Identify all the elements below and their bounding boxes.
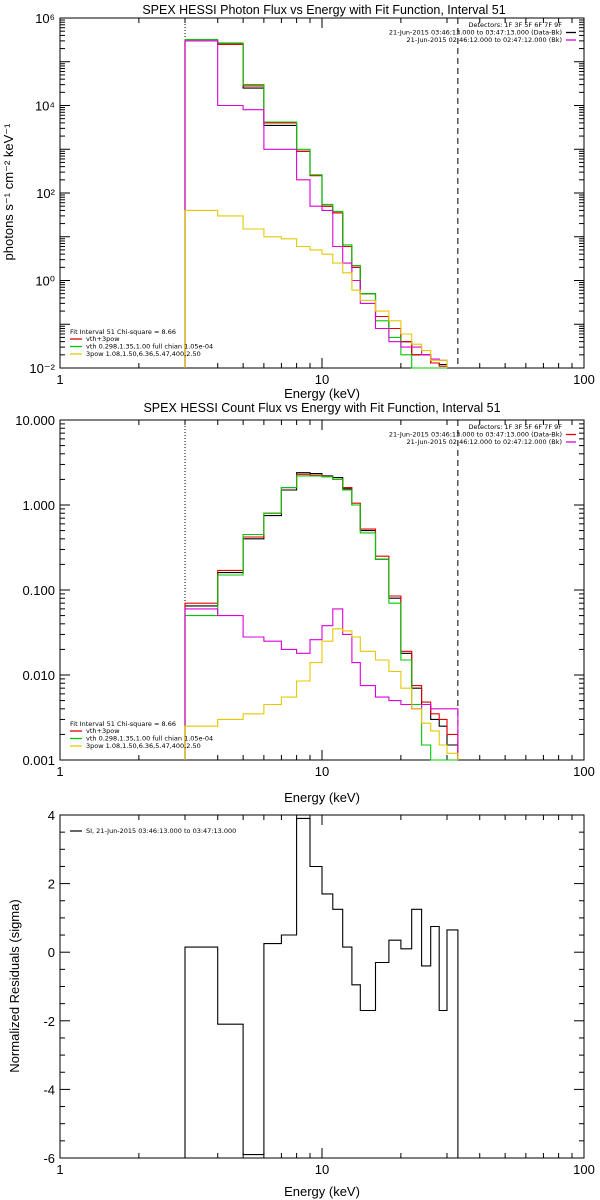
count-flux-y-tick-label: 1.000 [22, 498, 55, 513]
count-flux-series-4 [184, 628, 459, 760]
residuals-panel: Normalized Residuals (sigma) Energy (keV… [7, 808, 595, 1199]
photon-flux-title: SPEX HESSI Photon Flux vs Energy with Fi… [142, 3, 505, 17]
count-flux-legend-top-text: 21-Jun-2015 03:46:13.000 to 03:47:13.000… [389, 431, 562, 439]
count-flux-x-tick-label: 100 [573, 764, 595, 779]
photon-flux-y-tick-label: 10⁻² [29, 361, 55, 376]
count-flux-y-tick-label: 0.001 [22, 753, 55, 768]
count-flux-y-tick-label: 10.000 [15, 413, 55, 428]
residuals-y-label: Normalized Residuals (sigma) [7, 899, 22, 1072]
residuals-y-tick-label: 0 [48, 945, 55, 960]
photon-flux-y-label: photons s⁻¹ cm⁻² keV⁻¹ [1, 123, 16, 261]
photon-flux-legend-fit-text: 3pow 1.08,1.50,6.36,5.47,400,2.50 [86, 350, 201, 358]
count-flux-legend-fit-text: vth 0.298,1.35,1.00 full chian 1.05e-04 [86, 735, 213, 743]
photon-flux-legend-fit-text: vth 0.298,1.35,1.00 full chian 1.05e-04 [86, 343, 213, 351]
photon-flux-legend-top-text: Detectors: 1F 3F 5F 6F 7F 9F [468, 21, 562, 29]
photon-flux-x-tick-label: 100 [573, 372, 595, 387]
count-flux-legend-top-text: Detectors: 1F 3F 5F 6F 7F 9F [468, 423, 562, 431]
residuals-x-tick-label: 1 [56, 1162, 63, 1177]
count-flux-series-1 [184, 473, 459, 760]
photon-flux-legend-top-text: 21-Jun-2015 02:46:12.000 to 02:47:12.000… [407, 36, 562, 44]
count-flux-x-tick-label: 1 [56, 764, 63, 779]
photon-flux-series-4 [184, 209, 448, 368]
photon-flux-y-tick-label: 10⁶ [35, 11, 55, 26]
residuals-y-tick-label: 4 [48, 808, 55, 823]
residuals-y-tick-label: 2 [48, 877, 55, 892]
residuals-x-tick-label: 10 [315, 1162, 329, 1177]
count-flux-series-0 [184, 472, 459, 760]
photon-flux-x-tick-label: 1 [56, 372, 63, 387]
photon-flux-legend-fit-text: vth+3pow [86, 335, 120, 343]
count-flux-x-tick-label: 10 [315, 764, 329, 779]
count-flux-legend-top-text: 21-Jun-2015 02:46:12.000 to 02:47:12.000… [407, 438, 562, 446]
photon-flux-panel: SPEX HESSI Photon Flux vs Energy with Fi… [1, 3, 595, 401]
residuals-series-0 [184, 817, 459, 1158]
photon-flux-series-2 [184, 39, 447, 369]
residuals-x-tick-label: 100 [573, 1162, 595, 1177]
residuals-x-label: Energy (keV) [284, 1184, 360, 1199]
count-flux-title: SPEX HESSI Count Flux vs Energy with Fit… [143, 401, 500, 415]
count-flux-panel: SPEX HESSI Count Flux vs Energy with Fit… [15, 401, 595, 805]
photon-flux-series-1 [184, 40, 448, 368]
count-flux-x-label: Energy (keV) [284, 790, 360, 805]
photon-flux-series-3 [184, 40, 448, 368]
count-flux-legend-fit-header: Fit Interval 51 Chi-square = 8.66 [70, 720, 176, 728]
photon-flux-y-tick-label: 10⁴ [35, 99, 55, 114]
photon-flux-series-0 [184, 40, 448, 368]
photon-flux-y-tick-label: 10⁰ [35, 274, 55, 289]
photon-flux-y-tick-label: 10² [36, 186, 55, 201]
photon-flux-legend-fit-header: Fit Interval 51 Chi-square = 8.66 [70, 328, 176, 336]
residuals-legend-text: SI, 21-Jun-2015 03:46:13.000 to 03:47:13… [86, 827, 236, 835]
count-flux-y-tick-label: 0.010 [22, 668, 55, 683]
count-flux-series-2 [184, 475, 458, 761]
count-flux-y-tick-label: 0.100 [22, 583, 55, 598]
residuals-y-tick-label: -6 [43, 1151, 55, 1166]
residuals-y-tick-label: -2 [43, 1014, 55, 1029]
residuals-y-tick-label: -4 [43, 1082, 55, 1097]
photon-flux-x-tick-label: 10 [315, 372, 329, 387]
photon-flux-legend-top-text: 21-Jun-2015 03:46:13.000 to 03:47:13.000… [389, 29, 562, 37]
photon-flux-x-label: Energy (keV) [284, 386, 360, 401]
count-flux-plot-frame [59, 419, 585, 761]
count-flux-legend-fit-text: 3pow 1.08,1.50,6.36,5.47,400,2.50 [86, 742, 201, 750]
count-flux-legend-fit-text: vth+3pow [86, 727, 120, 735]
count-flux-series-3 [184, 608, 459, 760]
